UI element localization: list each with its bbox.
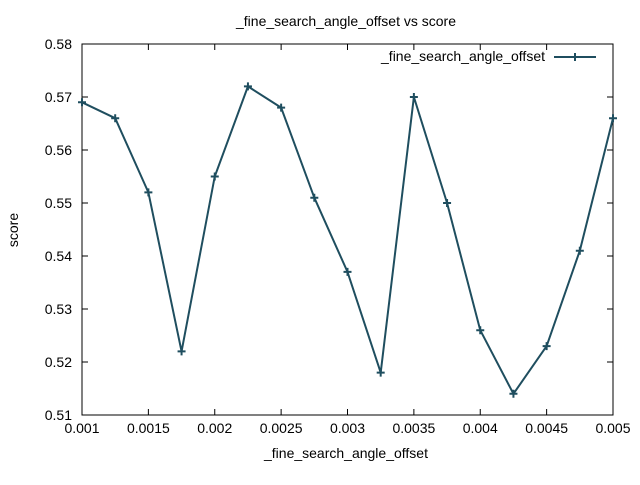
y-tick-label: 0.54 (45, 248, 72, 264)
data-point-marker (78, 98, 86, 107)
x-tick-label: 0.0035 (392, 420, 435, 436)
data-point-marker (575, 246, 584, 255)
x-axis-label: _fine_search_angle_offset (263, 445, 428, 461)
x-axis: 0.001 0.0015 0.002 0.0025 0.003 0.0035 0.004 0.… (64, 44, 631, 436)
x-tick-label: 0.005 (595, 420, 630, 436)
x-tick-label: 0.002 (197, 420, 232, 436)
data-point-marker (376, 368, 385, 377)
data-point-marker (409, 93, 418, 101)
series-line (81, 85, 614, 395)
x-tick-label: 0.003 (330, 420, 365, 436)
y-tick-label: 0.53 (45, 301, 72, 317)
y-tick-label: 0.57 (45, 89, 72, 105)
data-point-marker (310, 193, 319, 202)
data-point-marker (243, 82, 252, 91)
data-point-marker (111, 114, 120, 123)
y-tick-label: 0.51 (45, 407, 72, 423)
data-point-marker (277, 103, 286, 112)
series-layer (78, 82, 617, 398)
legend-marker (571, 53, 579, 61)
y-tick-label: 0.58 (45, 36, 72, 52)
y-tick-label: 0.52 (45, 354, 72, 370)
data-point-marker (177, 347, 186, 356)
x-tick-label: 0.0025 (260, 420, 303, 436)
x-tick-label: 0.004 (463, 420, 498, 436)
data-point-marker (210, 172, 219, 181)
x-tick-label: 0.0045 (525, 420, 568, 436)
plot-frame (81, 43, 614, 416)
y-axis-label: score (5, 213, 21, 247)
data-point-marker (343, 267, 352, 276)
x-tick-label: 0.001 (64, 420, 99, 436)
data-point-marker (609, 114, 617, 123)
legend-label: _fine_search_angle_offset (380, 48, 545, 64)
y-tick-label: 0.55 (45, 195, 72, 211)
data-point-marker (476, 326, 485, 335)
legend: _fine_search_angle_offset (380, 48, 596, 64)
data-point-marker (443, 199, 452, 207)
y-tick-label: 0.56 (45, 142, 72, 158)
y-axis: 0.51 0.52 0.53 0.54 0.55 0.56 0.57 0.58 (45, 36, 613, 423)
chart-title: _fine_search_angle_offset vs score (235, 13, 456, 29)
data-point-marker (509, 389, 518, 398)
data-point-marker (542, 342, 551, 351)
data-point-marker (144, 188, 153, 197)
x-tick-label: 0.0015 (127, 420, 170, 436)
